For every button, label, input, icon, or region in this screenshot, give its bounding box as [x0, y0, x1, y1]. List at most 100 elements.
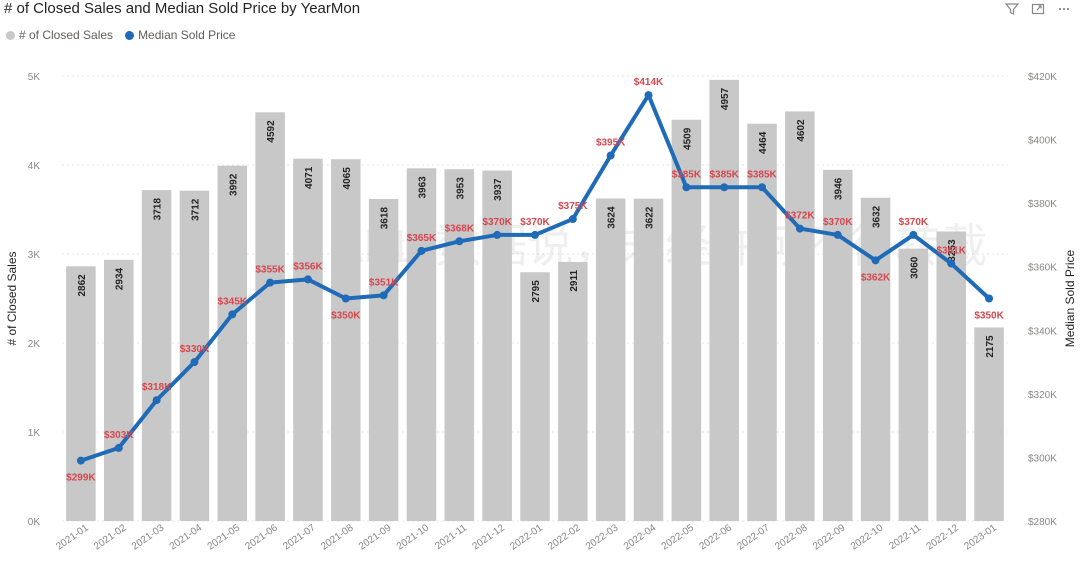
median-price-point	[531, 230, 539, 239]
legend-label-median-price: Median Sold Price	[138, 28, 236, 42]
median-price-point	[720, 183, 729, 192]
visual-toolbar	[1004, 2, 1072, 18]
median-price-label: $355K	[255, 265, 285, 276]
right-axis-title: Median Sold Price	[1063, 249, 1077, 347]
median-price-point	[758, 183, 767, 192]
sales-bar-label: 2911	[569, 269, 580, 291]
left-axis-tick: 1K	[28, 428, 41, 439]
filter-icon[interactable]	[1004, 2, 1020, 18]
sales-bar	[898, 248, 929, 521]
x-axis-tick: 2021-07	[281, 522, 318, 552]
median-price-point	[606, 151, 615, 160]
median-price-label: $365K	[407, 233, 437, 244]
focus-mode-icon[interactable]	[1030, 2, 1046, 18]
sales-bar	[406, 168, 437, 521]
median-price-label: $372K	[785, 211, 815, 222]
sales-bar-label: 4464	[758, 131, 769, 154]
x-axis-tick: 2021-12	[471, 522, 508, 552]
x-axis-tick: 2021-03	[130, 522, 167, 552]
x-axis-tick: 2021-09	[357, 522, 394, 552]
sales-bar	[255, 112, 285, 521]
median-price-point	[266, 278, 275, 287]
median-price-point	[455, 237, 464, 246]
legend-item-median-price[interactable]: Median Sold Price	[125, 28, 235, 42]
sales-bar	[104, 259, 134, 521]
median-price-point	[947, 259, 956, 268]
legend-item-closed-sales[interactable]: # of Closed Sales	[6, 28, 113, 42]
median-price-label: $385K	[672, 169, 702, 180]
sales-bar-label: 3992	[228, 173, 239, 196]
sales-bar-label: 2862	[77, 274, 88, 297]
median-price-point	[303, 275, 312, 284]
median-price-point	[379, 291, 388, 300]
x-axis-tick: 2023-01	[962, 522, 999, 552]
median-price-point	[228, 310, 237, 319]
median-price-point	[417, 246, 426, 255]
sales-bar	[482, 170, 512, 521]
median-price-point	[909, 230, 918, 239]
sales-bar	[633, 198, 664, 521]
sales-bar	[785, 111, 815, 521]
median-price-label: $318K	[142, 382, 172, 393]
x-axis-tick: 2021-01	[54, 522, 91, 552]
sales-bar	[444, 169, 475, 522]
x-axis-tick: 2022-02	[546, 522, 583, 552]
median-price-point	[341, 294, 350, 303]
median-price-point	[795, 224, 804, 233]
sales-bar-label: 3953	[455, 177, 466, 200]
median-price-label: $350K	[974, 311, 1004, 322]
median-price-label: $370K	[520, 217, 550, 228]
sales-bar	[368, 198, 399, 522]
median-price-point	[871, 256, 880, 265]
sales-bar-label: 4957	[720, 87, 731, 110]
x-axis-tick: 2021-08	[319, 522, 356, 552]
x-axis-tick: 2022-10	[849, 522, 886, 552]
right-axis-tick: $340K	[1028, 326, 1057, 337]
left-axis-tick: 5K	[28, 72, 41, 83]
right-axis-tick: $320K	[1028, 390, 1057, 401]
more-options-icon[interactable]	[1056, 2, 1072, 18]
median-price-label: $370K	[482, 217, 512, 228]
sales-bar	[179, 190, 210, 521]
right-axis-tick: $400K	[1028, 136, 1057, 147]
median-price-label: $385K	[747, 169, 777, 180]
sales-bar	[936, 231, 966, 521]
sales-bar	[520, 272, 550, 521]
sales-bar-label: 3718	[153, 198, 164, 221]
median-price-label: $375K	[558, 201, 588, 212]
right-axis-tick: $420K	[1028, 72, 1057, 83]
median-price-label: $370K	[823, 217, 853, 228]
sales-bar	[822, 169, 853, 521]
right-axis-tick: $300K	[1028, 453, 1057, 464]
x-axis-tick: 2021-11	[433, 522, 469, 552]
sales-bar-label: 3060	[909, 256, 920, 279]
sales-bar-label: 4071	[304, 166, 315, 189]
sales-bar-label: 4065	[342, 167, 353, 190]
sales-bar	[709, 79, 739, 522]
sales-bar-label: 2934	[115, 267, 126, 290]
median-price-label: $368K	[445, 223, 475, 234]
median-price-point	[76, 456, 85, 465]
sales-bar-label: 3712	[190, 198, 201, 221]
sales-bar	[558, 261, 588, 521]
sales-bar-label: 3618	[380, 207, 391, 230]
left-axis-title: # of Closed Sales	[5, 251, 19, 345]
sales-bar	[141, 190, 172, 521]
median-price-label: $345K	[218, 296, 248, 307]
median-price-label: $303K	[104, 430, 134, 441]
sales-bar-label: 3622	[645, 206, 656, 229]
x-axis-tick: 2022-12	[925, 522, 962, 552]
x-axis-tick: 2022-05	[660, 522, 697, 552]
median-price-point	[114, 443, 123, 452]
median-price-point	[493, 230, 502, 239]
median-price-label: $370K	[899, 217, 929, 228]
legend-swatch-closed-sales	[6, 30, 15, 40]
x-axis-tick: 2022-07	[735, 522, 772, 552]
sales-bar-label: 3963	[417, 176, 428, 199]
sales-bar-label: 4509	[682, 127, 693, 150]
median-price-point	[190, 358, 199, 367]
legend-swatch-median-price	[125, 30, 135, 40]
sales-bar-label: 3624	[607, 206, 618, 229]
x-axis-tick: 2022-04	[622, 522, 659, 552]
